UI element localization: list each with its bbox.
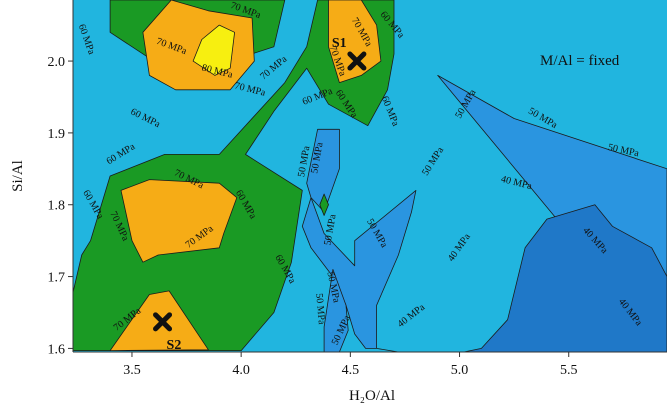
x-tick-label: 4.5 — [342, 363, 360, 378]
x-marker-icon — [347, 51, 367, 71]
region-50 — [301, 75, 667, 352]
y-tick-label: 1.9 — [48, 127, 66, 142]
y-tick-label: 2.0 — [48, 55, 66, 70]
y-ticks: 1.6 1.7 1.8 1.9 2.0 — [48, 55, 73, 357]
marker-label: S2 — [167, 338, 182, 353]
contour-label: 50 MPa — [296, 145, 312, 178]
x-axis-label: H₂O/Al — [349, 388, 395, 404]
contour-label: 50 MPa — [313, 293, 327, 326]
x-tick-label: 5.0 — [451, 363, 469, 378]
contour-label: 50 MPa — [309, 141, 325, 174]
region-80 — [192, 24, 236, 76]
region-70-s1 — [328, 0, 382, 83]
fixed-annotation: M/Al = fixed — [540, 53, 620, 69]
y-tick-label: 1.8 — [48, 199, 66, 214]
y-tick-label: 1.7 — [48, 271, 66, 286]
y-tick-label: 1.6 — [48, 342, 66, 357]
marker-s1: S1 — [332, 36, 367, 71]
marker-label: S1 — [332, 36, 347, 51]
region-60-diamond — [319, 193, 329, 216]
contour-label: 50 MPa — [322, 213, 338, 246]
x-marker-icon — [153, 312, 173, 332]
region-70-mid — [120, 179, 238, 263]
region-60 — [73, 0, 395, 352]
sample-markers: S1 S2 — [153, 36, 367, 353]
region-40 — [463, 204, 667, 352]
x-tick-label: 4.0 — [232, 363, 250, 378]
x-ticks: 3.5 4.0 4.5 5.0 5.5 — [123, 352, 577, 378]
y-axis-label: Si/Al — [10, 160, 26, 192]
region-50-island-2 — [323, 268, 349, 352]
marker-s2: S2 — [153, 312, 182, 353]
x-tick-label: 3.5 — [123, 363, 141, 378]
x-tick-label: 5.5 — [560, 363, 578, 378]
